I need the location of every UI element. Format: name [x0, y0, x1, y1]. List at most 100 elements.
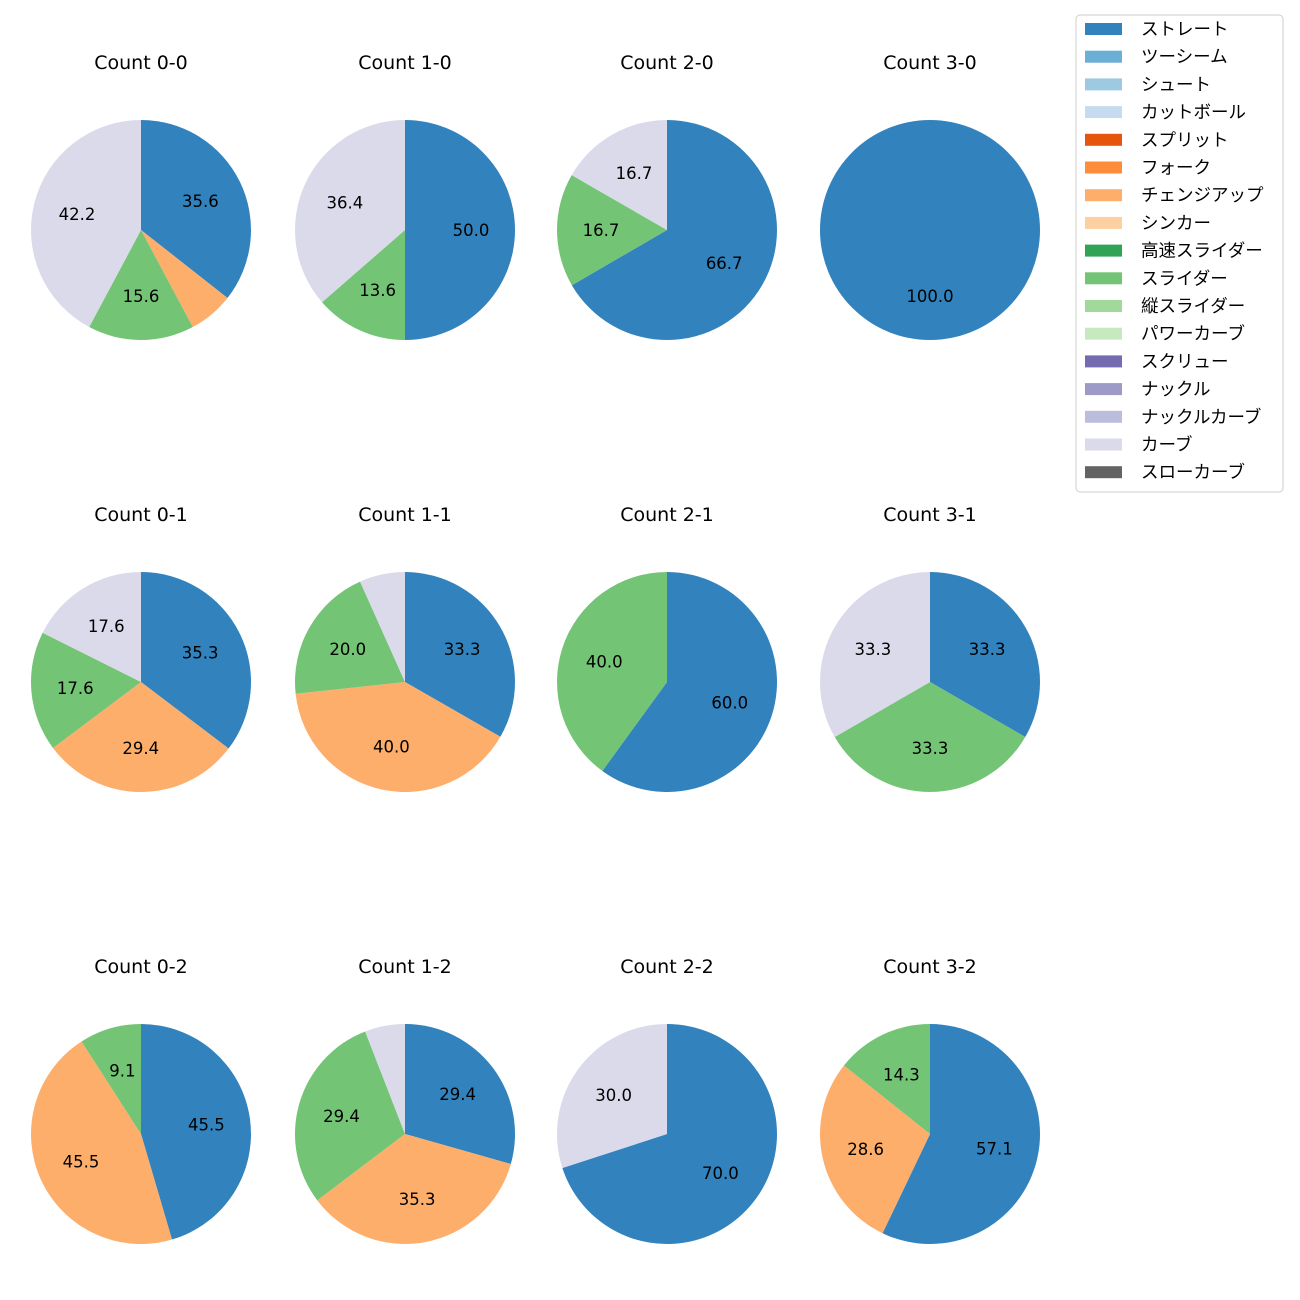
pie-slice — [295, 581, 405, 694]
pie-slice — [571, 120, 777, 340]
pie-chart: Count 3-0 100.0 — [820, 52, 1040, 340]
slice-label: 40.0 — [586, 653, 623, 672]
legend-label: スライダー — [1141, 269, 1228, 289]
legend-label: ストレート — [1141, 20, 1229, 40]
legend: ストレートツーシームシュートカットボールスプリットフォークチェンジアップシンカー… — [1075, 14, 1284, 493]
pie-slice — [295, 682, 501, 792]
slice-label: 33.3 — [912, 739, 949, 758]
slice-label: 50.0 — [453, 221, 490, 240]
pie-slice — [405, 1024, 515, 1165]
slice-label: 100.0 — [906, 287, 953, 306]
pie-chart: Count 3-2 57.1 28.6 14.3 — [820, 956, 1041, 1244]
slice-label: 9.1 — [109, 1062, 135, 1081]
slice-label: 14.3 — [883, 1066, 920, 1085]
pie-slice — [141, 230, 228, 328]
pie-title: Count 0-0 — [94, 52, 188, 74]
legend-label: カットボール — [1141, 103, 1246, 123]
pie-slice — [571, 120, 667, 230]
pie-slice — [317, 1134, 511, 1244]
pie-slice — [556, 1024, 667, 1168]
legend-label: スプリット — [1141, 131, 1229, 151]
legend-label: 縦スライダー — [1141, 297, 1245, 317]
pie-slice — [89, 230, 193, 340]
slice-label: 33.3 — [444, 640, 481, 659]
pie-slice — [141, 1024, 251, 1240]
pie-slice — [360, 572, 405, 682]
legend-swatch — [1085, 50, 1122, 63]
slice-label: 28.6 — [847, 1140, 884, 1159]
slice-label: 13.6 — [359, 281, 396, 300]
pie-chart: Count 2-1 60.0 40.0 — [556, 504, 777, 792]
pie-slice — [141, 120, 251, 298]
slice-label: 33.3 — [854, 640, 891, 659]
slice-label: 57.1 — [976, 1140, 1013, 1159]
pie-slice — [843, 1024, 930, 1134]
legend-swatch — [1085, 300, 1122, 312]
pie-slice — [556, 175, 667, 286]
legend-label: シュート — [1141, 75, 1211, 95]
slice-label: 15.6 — [123, 287, 160, 306]
slice-label: 17.6 — [57, 679, 94, 698]
pie-slice — [30, 632, 142, 748]
legend-swatch — [1085, 272, 1122, 285]
slice-label: 42.2 — [59, 205, 96, 224]
pie-chart: Count 3-1 33.3 33.3 33.3 — [820, 504, 1040, 792]
pie-slice — [602, 572, 777, 792]
slice-label: 45.5 — [188, 1116, 225, 1135]
legend-swatch — [1085, 23, 1122, 35]
pie-title: Count 1-0 — [358, 52, 452, 74]
pie-chart: Count 2-0 66.7 16.7 16.7 — [556, 52, 777, 340]
slice-label: 36.4 — [327, 194, 364, 213]
pie-chart: Count 1-2 29.4 35.3 29.4 — [294, 956, 515, 1244]
pie-slice — [820, 1065, 930, 1234]
pie-title: Count 3-1 — [883, 504, 977, 526]
pie-slice — [81, 1024, 141, 1134]
pie-slice — [365, 1024, 405, 1134]
legend-swatch — [1085, 189, 1122, 202]
pie-chart: Count 0-2 45.5 45.5 9.1 — [31, 956, 251, 1244]
pie-title: Count 1-1 — [358, 504, 452, 526]
slice-label: 29.4 — [323, 1107, 360, 1126]
legend-label: カーブ — [1141, 435, 1192, 456]
pie-slice — [405, 120, 515, 340]
pie-slice — [556, 572, 667, 771]
pie-slice — [295, 119, 405, 303]
pie-slice — [562, 1024, 777, 1244]
legend-swatch — [1085, 106, 1122, 119]
slice-label: 66.7 — [706, 254, 743, 273]
pie-slice — [31, 120, 141, 328]
legend-swatch — [1085, 438, 1122, 451]
slice-label: 35.3 — [399, 1190, 436, 1209]
slice-label: 35.6 — [182, 192, 219, 211]
legend-frame — [1075, 14, 1284, 493]
legend-label: ナックル — [1141, 380, 1210, 400]
pie-slice — [31, 1041, 172, 1244]
slice-label: 60.0 — [711, 693, 748, 712]
pie-title: Count 1-2 — [358, 956, 452, 978]
slice-label: 70.0 — [702, 1164, 739, 1183]
legend-label: ツーシーム — [1141, 48, 1228, 68]
slice-label: 20.0 — [329, 640, 366, 659]
legend-swatch — [1085, 244, 1122, 257]
legend-swatch — [1085, 327, 1122, 340]
slice-label: 40.0 — [373, 738, 410, 757]
pie-slice — [322, 230, 405, 340]
pie-slice — [820, 120, 1040, 340]
slice-label: 16.7 — [583, 221, 620, 240]
legend-swatch — [1085, 216, 1122, 229]
pie-title: Count 2-1 — [620, 504, 714, 526]
legend-label: スクリュー — [1141, 352, 1229, 372]
slice-label: 35.3 — [182, 644, 219, 663]
legend-label: フォーク — [1141, 159, 1211, 179]
slice-label: 30.0 — [595, 1086, 632, 1105]
legend-swatch — [1085, 133, 1122, 146]
legend-label: スローカーブ — [1141, 462, 1245, 483]
legend-label: ナックルカーブ — [1141, 407, 1261, 428]
slice-label: 16.7 — [616, 164, 653, 183]
pie-title: Count 0-1 — [94, 504, 188, 526]
pie-slice — [834, 682, 1026, 792]
legend-label: パワーカーブ — [1141, 324, 1245, 345]
slice-label: 33.3 — [969, 640, 1006, 659]
pie-slice — [882, 1024, 1041, 1244]
